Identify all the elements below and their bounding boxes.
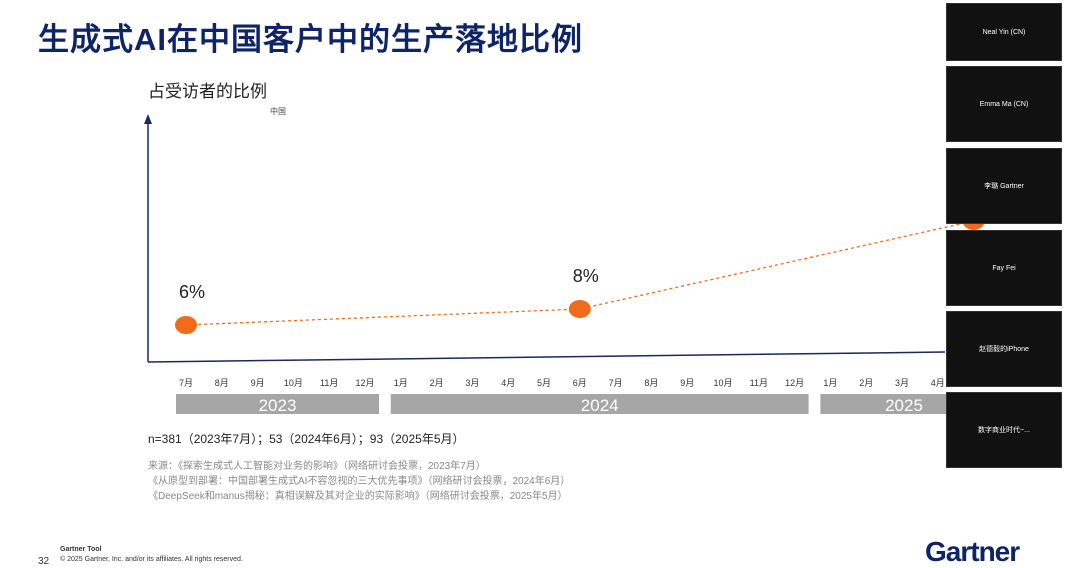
- source-line: 《DeepSeek和manus揭秘：真相误解及其对企业的实际影响》（网络研讨会投…: [148, 491, 568, 502]
- x-tick-label: 4月: [931, 378, 945, 388]
- video-tile[interactable]: Fay Fei: [946, 230, 1062, 306]
- x-tick-label: 10月: [284, 378, 303, 388]
- x-tick-label: 8月: [215, 378, 229, 388]
- x-tick-label: 12月: [785, 378, 804, 388]
- video-tile[interactable]: 李璐 Gartner: [946, 148, 1062, 224]
- x-tick-label: 9月: [251, 378, 265, 388]
- slide-title: 生成式AI在中国客户中的生产落地比例: [38, 22, 583, 57]
- footer-tool: Gartner Tool: [60, 546, 102, 553]
- source-line: 来源：《探索生成式人工智能对业务的影响》（网络研讨会投票，2023年7月）: [148, 461, 486, 472]
- year-band: [390, 394, 809, 414]
- year-label: 2025: [885, 396, 923, 415]
- year-label: 2023: [259, 396, 297, 415]
- video-tile[interactable]: 数字商业时代~...: [946, 392, 1062, 468]
- point: [175, 316, 197, 334]
- chart-subtitle: 中国: [270, 106, 286, 116]
- x-tick-label: 10月: [713, 378, 732, 388]
- year-band: [820, 394, 988, 414]
- x-tick-label: 1月: [823, 378, 837, 388]
- x-tick-label: 6月: [573, 378, 587, 388]
- sources: 来源：《探索生成式人工智能对业务的影响》（网络研讨会投票，2023年7月） 《从…: [148, 459, 570, 504]
- x-tick-label: 1月: [394, 378, 408, 388]
- video-tile[interactable]: Neal Yin (CN): [946, 3, 1062, 61]
- x-tick-label: 5月: [537, 378, 551, 388]
- x-tick-label: 3月: [465, 378, 479, 388]
- x-tick-label: 4月: [501, 378, 515, 388]
- x-tick-label: 7月: [609, 378, 623, 388]
- axis-arrow: [144, 114, 152, 124]
- page-number: 32: [38, 556, 50, 567]
- logo: Gartner: [925, 536, 1020, 567]
- x-tick-label: 3月: [895, 378, 909, 388]
- chart-title: 占受访者的比例: [148, 82, 267, 101]
- year-band: [176, 394, 379, 414]
- value-label: 6%: [179, 282, 205, 302]
- footer: Gartner Tool © 2025 Gartner, Inc. and/or …: [60, 545, 243, 565]
- x-tick-label: 9月: [680, 378, 694, 388]
- video-tile[interactable]: Emma Ma (CN): [946, 66, 1062, 142]
- x-tick-label: 11月: [750, 378, 768, 388]
- x-tick-label: 11月: [320, 378, 338, 388]
- x-tick-label: 12月: [355, 378, 374, 388]
- x-axis: [147, 351, 946, 363]
- sample-note: n=381（2023年7月）；53（2024年6月）；93（2025年5月）: [148, 432, 465, 446]
- x-tick-label: 2月: [430, 378, 444, 388]
- point: [568, 300, 591, 318]
- x-tick-label: 2月: [859, 378, 873, 388]
- video-tile[interactable]: 赵德毅的iPhone: [946, 311, 1062, 387]
- source-line: 《从原型到部署：中国部署生成式AI不容忽视的三大优先事项》（网络研讨会投票，20…: [148, 476, 571, 487]
- year-label: 2024: [581, 396, 619, 415]
- value-label: 8%: [573, 266, 599, 286]
- x-tick-label: 8月: [644, 378, 658, 388]
- copyright: © 2025 Gartner, Inc. and/or its affiliat…: [60, 556, 243, 563]
- x-tick-label: 7月: [179, 378, 193, 388]
